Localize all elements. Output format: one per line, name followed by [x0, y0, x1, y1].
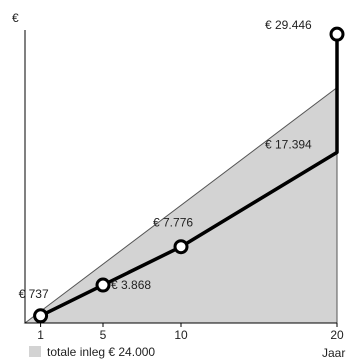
data-label: € 29.446 [265, 18, 312, 32]
x-tick-label: 1 [37, 328, 44, 342]
x-axis-label: Jaar [322, 346, 345, 360]
data-label: € 3.868 [111, 278, 151, 292]
total-deposit-area [23, 86, 338, 324]
tick-layer: 1 5 10 20 [37, 323, 344, 342]
data-label: € 17.394 [265, 137, 312, 151]
area-layer [23, 86, 338, 324]
data-label: € 7.776 [153, 216, 193, 230]
axis-layer: € Jaar [12, 11, 345, 360]
legend-swatch [29, 346, 41, 357]
data-point-marker [329, 26, 345, 42]
data-point-marker [33, 308, 49, 324]
label-layer: € 737 € 3.868 € 7.776 € 17.394 € 29.446 [19, 18, 312, 301]
data-point-marker [95, 277, 111, 293]
x-tick-label: 20 [330, 328, 344, 342]
legend-label: totale inleg € 24.000 [47, 345, 155, 359]
x-tick-label: 10 [174, 328, 188, 342]
data-label: € 737 [19, 287, 49, 301]
legend: totale inleg € 24.000 [29, 345, 155, 359]
data-point-marker [173, 239, 189, 255]
y-axis-label: € [12, 11, 19, 25]
x-tick-label: 5 [100, 328, 107, 342]
series-layer [33, 26, 345, 324]
